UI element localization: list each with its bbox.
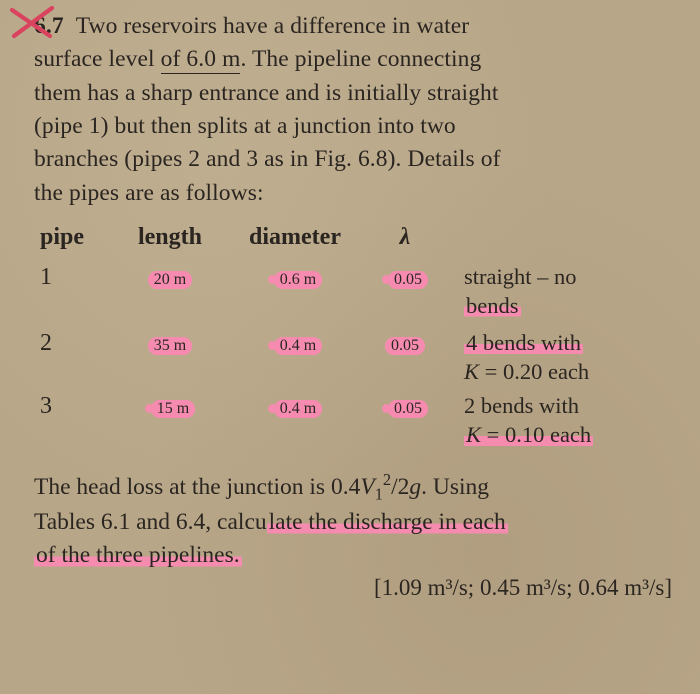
sub-1: 1 xyxy=(375,484,383,503)
cell-lambda: 0.05 xyxy=(385,337,425,355)
header-lambda: λ xyxy=(360,224,450,251)
cell-length: 35 m xyxy=(148,337,192,355)
cell-length: 15 m xyxy=(151,400,195,418)
cell-note-l1: 4 bends with xyxy=(464,330,583,355)
closing-l1c: . Using xyxy=(421,474,489,500)
problem-number: 6.7 xyxy=(34,13,64,39)
cell-diameter: 0.4 m xyxy=(274,400,322,418)
problem-line-4: (pipe 1) but then splits at a junction i… xyxy=(34,110,672,143)
problem-line-1: Two reservoirs have a difference in wate… xyxy=(76,13,470,39)
problem-statement: 6.7 Two reservoirs have a difference in w… xyxy=(34,10,672,210)
cell-note-l2: bends xyxy=(464,293,521,318)
var-g: g xyxy=(409,474,421,500)
cell-pipe: 2 xyxy=(34,330,110,357)
problem-line-6: the pipes are as follows: xyxy=(34,177,672,210)
header-diameter: diameter xyxy=(230,224,360,251)
cell-pipe: 3 xyxy=(34,393,110,420)
cell-note-l2: = 0.10 each xyxy=(481,422,591,447)
level-value: of 6.0 m xyxy=(161,46,241,74)
closing-l2a: Tables 6.1 and 6.4, calcu xyxy=(34,509,267,535)
pipe-table: pipe length diameter λ 1 20 m 0.6 m 0.05… xyxy=(34,224,672,450)
cell-note-k: K xyxy=(464,359,479,384)
table-row: 2 35 m 0.4 m 0.05 4 bends with K = 0.20 … xyxy=(34,329,672,387)
cell-diameter: 0.4 m xyxy=(274,337,322,355)
table-row: 3 15 m 0.4 m 0.05 2 bends with K = 0.10 … xyxy=(34,392,672,450)
problem-line-5: branches (pipes 2 and 3 as in Fig. 6.8).… xyxy=(34,143,672,176)
sup-2: 2 xyxy=(383,470,391,489)
cell-length: 20 m xyxy=(148,271,192,289)
cell-note-k: K xyxy=(466,422,481,447)
header-pipe: pipe xyxy=(34,224,110,251)
closing-l3: of the three pipelines. xyxy=(34,542,242,568)
closing-l1b: /2 xyxy=(391,474,409,500)
header-length: length xyxy=(110,224,230,251)
cell-lambda: 0.05 xyxy=(388,271,428,289)
cell-note-l1: straight – no xyxy=(464,264,577,289)
table-header-row: pipe length diameter λ xyxy=(34,224,672,251)
cell-pipe: 1 xyxy=(34,264,110,291)
closing-l1a: The head loss at the junction is 0.4 xyxy=(34,474,360,500)
cell-diameter: 0.6 m xyxy=(274,271,322,289)
problem-line-2b: . The pipeline connecting xyxy=(240,46,481,72)
table-row: 1 20 m 0.6 m 0.05 straight – no bends xyxy=(34,263,672,321)
closing-l2b: late the discharge in each xyxy=(267,509,508,535)
answer-line: [1.09 m³/s; 0.45 m³/s; 0.64 m³/s] xyxy=(34,575,672,601)
var-v: V xyxy=(360,474,374,500)
problem-line-2a: surface level xyxy=(34,46,161,72)
cell-lambda: 0.05 xyxy=(388,400,428,418)
cell-note-l2: = 0.20 each xyxy=(479,359,589,384)
problem-line-3: them has a sharp entrance and is initial… xyxy=(34,77,672,110)
cell-note-l1: 2 bends with xyxy=(464,393,579,418)
closing-text: The head loss at the junction is 0.4V12/… xyxy=(34,468,672,573)
